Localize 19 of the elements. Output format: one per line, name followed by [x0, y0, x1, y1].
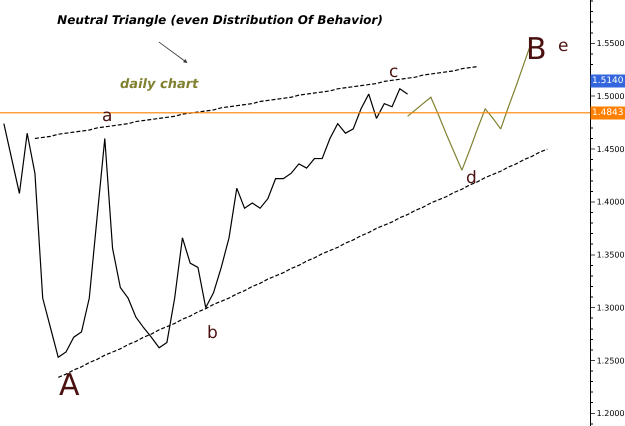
y-tick-label: 1.2500 — [596, 356, 625, 366]
annotation: e — [558, 36, 568, 56]
annotation: B — [526, 32, 547, 67]
y-tick-label: 1.4500 — [596, 144, 625, 154]
annotation: d — [466, 168, 477, 188]
ref-line-label: 1.4843 — [592, 108, 624, 118]
annotation: c — [389, 62, 398, 82]
annotation: 1.5140 — [592, 76, 624, 86]
annotation: daily chart — [120, 77, 200, 92]
y-tick-label: 1.3500 — [596, 250, 625, 260]
y-tick-label: 1.4000 — [596, 198, 625, 207]
annotation: b — [207, 323, 218, 343]
y-tick-label: 1.2000 — [596, 409, 625, 418]
y-tick-label: 1.5000 — [596, 92, 625, 101]
line-series — [34, 66, 478, 140]
text: Neutral Triangle (even Distribution Of Behavior) — [57, 13, 383, 28]
y-tick-label: 1.5500 — [596, 39, 625, 48]
annotation: A — [59, 368, 80, 403]
y-tick-label: 1.3000 — [596, 303, 625, 312]
